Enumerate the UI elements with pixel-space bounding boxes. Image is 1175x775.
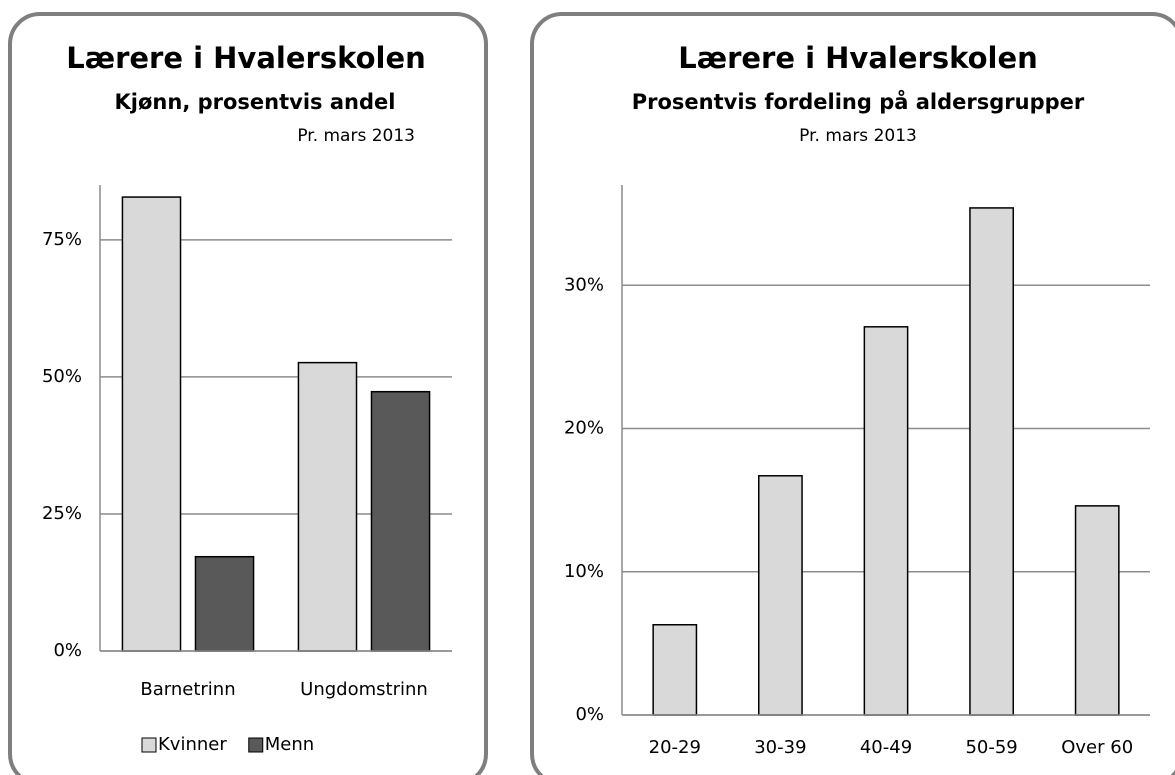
y-tick-label: 75% [42, 229, 82, 250]
y-tick-label: 50% [42, 366, 82, 387]
legend-label: Menn [265, 734, 314, 755]
bar [1074, 505, 1120, 716]
bar [194, 555, 255, 652]
y-tick-label: 0% [575, 704, 604, 725]
legend-label: Kvinner [158, 734, 227, 755]
x-tick-label: Over 60 [1061, 737, 1133, 758]
legend-swatch [248, 737, 264, 753]
legend-swatch [141, 737, 157, 753]
y-tick-label: 20% [564, 418, 604, 439]
chart-title: Lærere i Hvalerskolen [66, 41, 426, 75]
bar [121, 196, 182, 652]
y-tick-label: 30% [564, 274, 604, 295]
y-tick-label: 10% [564, 561, 604, 582]
chart-subtitle: Kjønn, prosentvis andel [115, 90, 396, 114]
x-tick-label: Ungdomstrinn [300, 679, 428, 700]
x-tick-label: 30-39 [754, 737, 806, 758]
bar [370, 390, 431, 652]
x-tick-label: 40-49 [860, 737, 912, 758]
bar [863, 326, 909, 716]
bar [758, 475, 803, 716]
chart-title: Lærere i Hvalerskolen [678, 41, 1038, 75]
x-tick-label: Barnetrinn [140, 679, 235, 700]
chart-note: Pr. mars 2013 [297, 126, 415, 146]
x-tick-label: 50-59 [965, 737, 1017, 758]
bar [297, 361, 358, 652]
y-tick-label: 25% [42, 503, 82, 524]
chart-subtitle: Prosentvis fordeling på aldersgrupper [632, 89, 1085, 114]
x-tick-label: 20-29 [649, 737, 701, 758]
bar [652, 624, 698, 716]
y-tick-label: 0% [53, 640, 82, 661]
chart-note: Pr. mars 2013 [799, 126, 917, 146]
panel [530, 12, 1175, 775]
bar [969, 207, 1014, 716]
